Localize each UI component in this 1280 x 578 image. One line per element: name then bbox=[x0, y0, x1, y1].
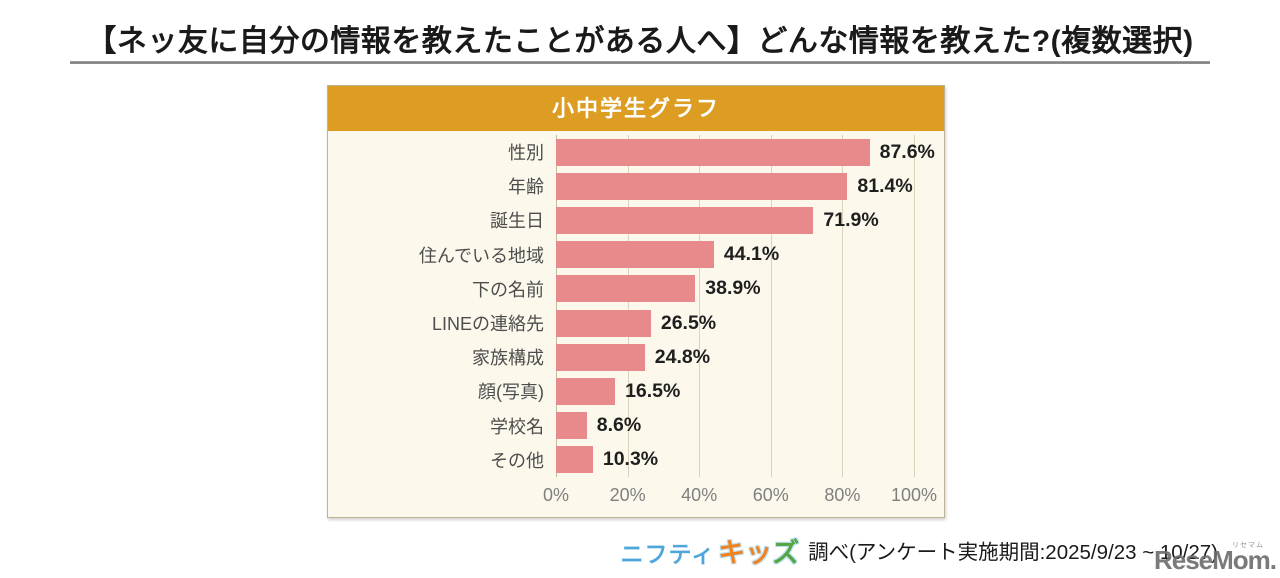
kids-logo-char: ッ bbox=[745, 537, 773, 568]
chart-plot-area: 性別 87.6% 年齢 81.4% 誕生日 71.9% 住んでいる地域 44.1% 下の名前 38… bbox=[328, 131, 944, 517]
bar-row: 家族構成 24.8% bbox=[328, 340, 942, 374]
category-label: 年齢 bbox=[508, 177, 544, 198]
category-label: 住んでいる地域 bbox=[418, 245, 544, 266]
value-label: 81.4% bbox=[857, 174, 913, 197]
gridline-100 bbox=[914, 135, 915, 477]
bar bbox=[556, 138, 870, 166]
bar-track: 26.5% bbox=[556, 309, 914, 337]
bar bbox=[556, 241, 714, 269]
value-label: 10.3% bbox=[602, 448, 659, 471]
x-tick-label: 0% bbox=[542, 485, 570, 505]
resemom-ruby-text: リセマム bbox=[1232, 542, 1264, 549]
value-label: 16.5% bbox=[625, 379, 681, 402]
bar-rows: 性別 87.6% 年齢 81.4% 誕生日 71.9% 住んでいる地域 44.1% 下の名前 38… bbox=[328, 135, 942, 477]
category-label: LINEの連絡先 bbox=[431, 314, 544, 335]
bar-track: 44.1% bbox=[556, 241, 914, 269]
x-tick-label: 60% bbox=[752, 485, 789, 505]
gridline-0 bbox=[556, 135, 557, 477]
title-divider bbox=[70, 61, 1210, 64]
bar bbox=[556, 275, 696, 303]
bar-row: LINEの連絡先 26.5% bbox=[328, 306, 942, 340]
bar bbox=[556, 206, 814, 234]
chart-panel: 小中学生グラフ 性別 87.6% 年齢 81.4% 誕生日 71.9% 住んでいる地域 44.… bbox=[327, 85, 945, 518]
value-label: 38.9% bbox=[705, 277, 761, 300]
gridline-40 bbox=[699, 135, 701, 477]
bar-track: 16.5% bbox=[556, 377, 914, 405]
bar bbox=[556, 172, 848, 200]
gridline-20 bbox=[627, 135, 629, 477]
value-label: 87.6% bbox=[879, 140, 935, 163]
bar-row: 下の名前 38.9% bbox=[328, 272, 942, 306]
x-axis: 0% 20% 40% 60% 80% 100% bbox=[543, 483, 937, 511]
value-label: 44.1% bbox=[723, 243, 780, 266]
bar bbox=[556, 377, 616, 405]
nifty-logo-text: ニフティ bbox=[620, 540, 716, 567]
value-label: 26.5% bbox=[660, 311, 717, 334]
bar-track: 8.6% bbox=[556, 412, 914, 440]
bar-row: 年齢 81.4% bbox=[328, 169, 942, 203]
x-tick-label: 40% bbox=[681, 485, 718, 505]
kids-logo-char: ズ bbox=[772, 537, 800, 568]
category-label: 家族構成 bbox=[472, 348, 544, 369]
x-tick-label: 80% bbox=[824, 485, 861, 505]
bar-row: その他 10.3% bbox=[328, 443, 942, 477]
footer-credit: ニフティ キッズ 調べ(アンケート実施期間:2025/9/23 ~ 10/27) bbox=[620, 529, 1218, 571]
nifty-kids-logo-icon: ニフティ キッズ bbox=[620, 531, 799, 570]
bar-track: 10.3% bbox=[556, 446, 914, 474]
bar-track: 81.4% bbox=[556, 172, 914, 200]
bar-track: 71.9% bbox=[556, 206, 914, 234]
kids-logo-char: キ bbox=[718, 537, 746, 568]
bar-track: 38.9% bbox=[556, 275, 914, 303]
x-tick-label: 100% bbox=[890, 485, 938, 505]
x-tick-label: 20% bbox=[609, 485, 646, 505]
bar-row: 性別 87.6% bbox=[328, 135, 942, 169]
value-label: 24.8% bbox=[654, 345, 711, 368]
category-label: 下の名前 bbox=[472, 279, 544, 300]
category-label: その他 bbox=[490, 450, 544, 471]
bar-row: 住んでいる地域 44.1% bbox=[328, 238, 942, 272]
resemom-logo-text: ReseMom. bbox=[1153, 545, 1277, 575]
gridline-layer bbox=[556, 135, 915, 477]
bar-row: 誕生日 71.9% bbox=[328, 203, 942, 237]
category-label: 顔(写真) bbox=[478, 382, 544, 403]
resemom-watermark-logo: リセマム ReseMom. bbox=[1153, 542, 1277, 576]
value-label: 8.6% bbox=[596, 414, 642, 437]
bar bbox=[556, 309, 651, 337]
bar-row: 学校名 8.6% bbox=[328, 409, 942, 443]
bar-track: 24.8% bbox=[556, 343, 914, 371]
survey-period-text: 調べ(アンケート実施期間:2025/9/23 ~ 10/27) bbox=[808, 541, 1218, 564]
gridline-60 bbox=[770, 135, 772, 477]
bar bbox=[556, 343, 645, 371]
kids-logo-text: キッズ bbox=[718, 531, 799, 570]
chart-panel-title: 小中学生グラフ bbox=[328, 86, 944, 131]
bar-track: 87.6% bbox=[556, 138, 935, 166]
page-title: 【ネッ友に自分の情報を教えたことがある人へ】どんな情報を教えた?(複数選択) bbox=[86, 25, 1194, 58]
category-label: 学校名 bbox=[490, 416, 544, 437]
bar bbox=[556, 412, 587, 440]
category-label: 性別 bbox=[508, 143, 544, 164]
bar-row: 顔(写真) 16.5% bbox=[328, 374, 942, 408]
value-label: 71.9% bbox=[823, 208, 879, 231]
bar bbox=[556, 446, 593, 474]
gridline-80 bbox=[842, 135, 844, 477]
category-label: 誕生日 bbox=[490, 211, 544, 232]
